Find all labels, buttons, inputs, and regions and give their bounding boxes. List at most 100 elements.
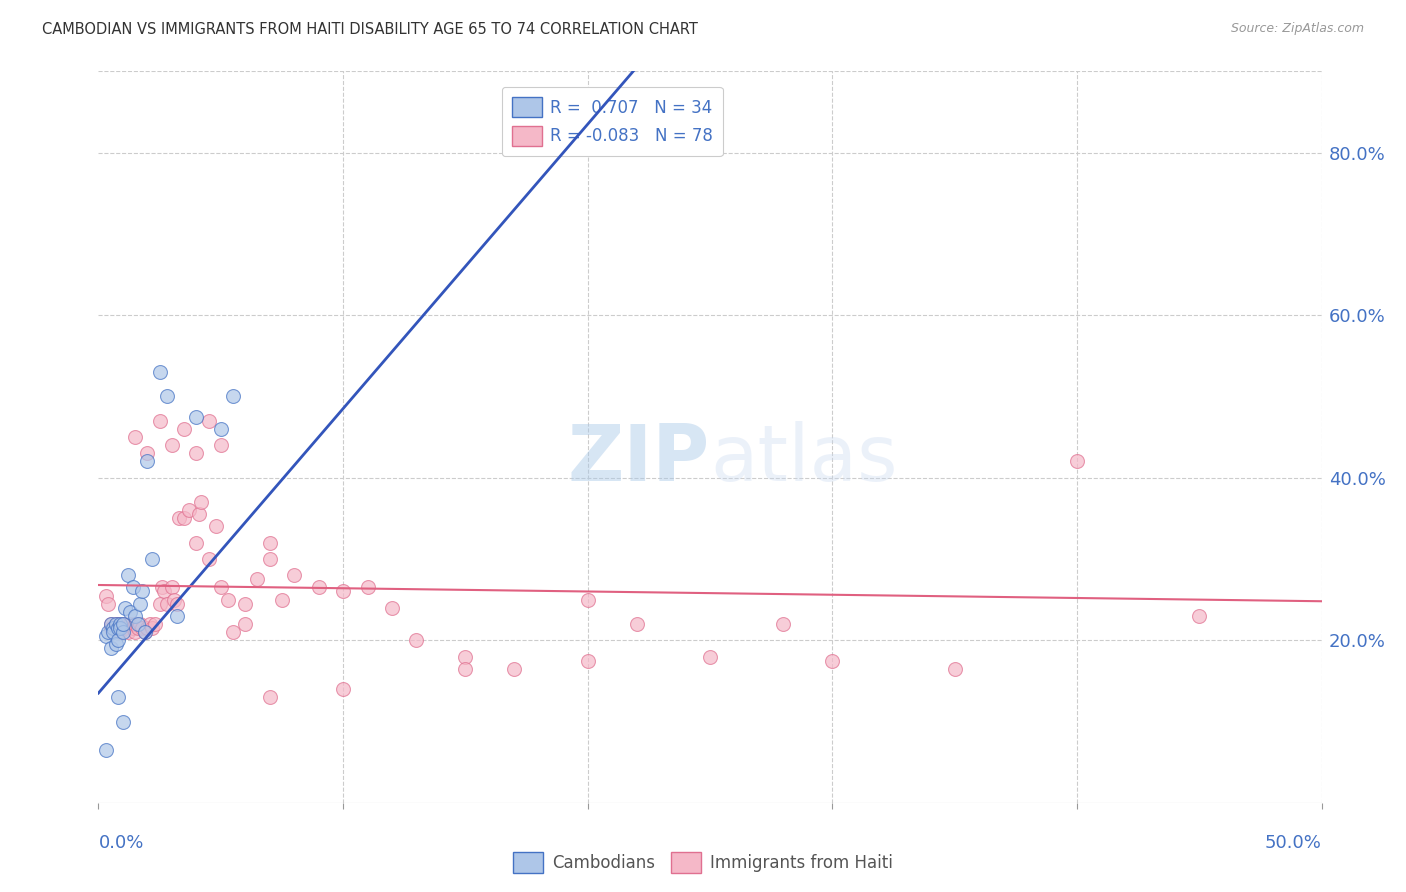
Point xyxy=(134,625,156,640)
Point xyxy=(197,414,219,428)
Point xyxy=(107,633,129,648)
Point xyxy=(259,690,281,705)
Point xyxy=(205,519,228,533)
Point xyxy=(94,743,117,757)
Point xyxy=(150,581,173,595)
Point xyxy=(454,649,477,664)
Point xyxy=(110,621,132,635)
Point xyxy=(153,584,176,599)
Point xyxy=(166,597,188,611)
Point xyxy=(626,617,648,632)
Point xyxy=(97,597,120,611)
Point xyxy=(94,629,117,643)
Point xyxy=(131,621,153,635)
Point xyxy=(190,495,212,509)
Point xyxy=(104,617,127,632)
Point xyxy=(104,617,127,632)
Point xyxy=(186,535,208,549)
Legend: R =  0.707   N = 34, R = -0.083   N = 78: R = 0.707 N = 34, R = -0.083 N = 78 xyxy=(502,87,723,156)
Point xyxy=(104,637,127,651)
Point xyxy=(127,617,149,632)
Point xyxy=(117,625,139,640)
Point xyxy=(101,621,124,635)
Point xyxy=(149,414,172,428)
Point xyxy=(259,552,281,566)
Point xyxy=(160,438,183,452)
Point xyxy=(356,581,378,595)
Point xyxy=(120,605,142,619)
Point xyxy=(139,617,162,632)
Point xyxy=(576,592,599,607)
Text: atlas: atlas xyxy=(710,421,897,497)
Point xyxy=(107,617,129,632)
Point xyxy=(186,409,208,424)
Point xyxy=(332,681,354,696)
Point xyxy=(134,625,156,640)
Point xyxy=(454,662,477,676)
Point xyxy=(156,389,179,403)
Text: ZIP: ZIP xyxy=(568,421,710,497)
Point xyxy=(107,621,129,635)
Point xyxy=(222,389,245,403)
Point xyxy=(111,625,134,640)
Point xyxy=(209,422,232,436)
Point xyxy=(772,617,794,632)
Text: 50.0%: 50.0% xyxy=(1265,834,1322,852)
Point xyxy=(110,617,132,632)
Point xyxy=(308,581,330,595)
Point xyxy=(120,617,142,632)
Point xyxy=(222,625,245,640)
Point xyxy=(111,621,134,635)
Point xyxy=(209,438,232,452)
Point xyxy=(127,621,149,635)
Point xyxy=(117,568,139,582)
Point xyxy=(124,617,146,632)
Point xyxy=(101,621,124,635)
Point xyxy=(110,625,132,640)
Point xyxy=(156,597,179,611)
Point xyxy=(143,617,166,632)
Point xyxy=(100,621,122,635)
Point xyxy=(131,584,153,599)
Point xyxy=(141,621,163,635)
Point xyxy=(233,597,256,611)
Point xyxy=(129,597,152,611)
Point xyxy=(111,714,134,729)
Point xyxy=(94,589,117,603)
Point xyxy=(121,621,143,635)
Point xyxy=(141,552,163,566)
Point xyxy=(943,662,966,676)
Point xyxy=(136,454,159,468)
Point xyxy=(1066,454,1088,468)
Point xyxy=(107,690,129,705)
Point xyxy=(97,625,120,640)
Point xyxy=(405,633,427,648)
Point xyxy=(173,422,195,436)
Point xyxy=(503,662,526,676)
Point xyxy=(821,654,844,668)
Point xyxy=(381,600,404,615)
Point xyxy=(121,581,143,595)
Point xyxy=(270,592,294,607)
Point xyxy=(197,552,219,566)
Point xyxy=(114,600,136,615)
Text: Source: ZipAtlas.com: Source: ZipAtlas.com xyxy=(1230,22,1364,36)
Point xyxy=(163,592,186,607)
Point xyxy=(101,625,124,640)
Point xyxy=(576,654,599,668)
Point xyxy=(187,508,209,522)
Legend: Cambodians, Immigrants from Haiti: Cambodians, Immigrants from Haiti xyxy=(506,846,900,880)
Point xyxy=(160,581,183,595)
Point xyxy=(129,617,152,632)
Point xyxy=(136,446,159,460)
Text: 0.0%: 0.0% xyxy=(98,834,143,852)
Point xyxy=(104,621,127,635)
Point xyxy=(177,503,200,517)
Point xyxy=(233,617,256,632)
Point xyxy=(1188,608,1211,623)
Point xyxy=(209,581,232,595)
Point xyxy=(114,621,136,635)
Point xyxy=(699,649,721,664)
Text: CAMBODIAN VS IMMIGRANTS FROM HAITI DISABILITY AGE 65 TO 74 CORRELATION CHART: CAMBODIAN VS IMMIGRANTS FROM HAITI DISAB… xyxy=(42,22,697,37)
Point xyxy=(111,617,134,632)
